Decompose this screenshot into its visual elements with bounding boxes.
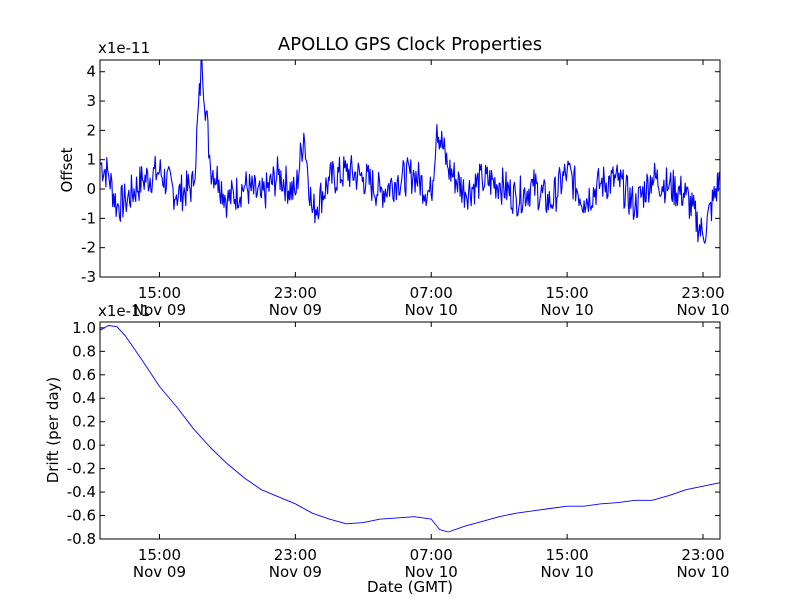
drift-y-axis-label: Drift (per day) <box>44 377 62 484</box>
drift-plot-frame <box>99 321 721 540</box>
drift-y-tick-label: -0.6 <box>67 507 96 525</box>
drift-y-tick-label: -0.8 <box>67 530 96 548</box>
drift-y-multiplier: x1e-11 <box>98 302 150 320</box>
drift-x-tick-time: 15:00 <box>546 546 589 564</box>
drift-x-tick-date: Nov 09 <box>133 563 186 581</box>
offset-y-axis-label: Offset <box>58 147 76 192</box>
offset-x-tick-time: 07:00 <box>410 284 453 302</box>
offset-y-tick-label: -1 <box>81 209 96 227</box>
offset-series <box>99 59 721 244</box>
drift-y-tick-label: -0.2 <box>67 460 96 478</box>
offset-y-tick-label: 3 <box>86 92 96 110</box>
drift-x-axis-label: Date (GMT) <box>367 578 453 596</box>
drift-y-tick-label: 0.2 <box>72 413 96 431</box>
offset-plot-frame <box>99 59 721 278</box>
drift-x-tick-date: Nov 10 <box>405 563 458 581</box>
drift-x-tick-date: Nov 09 <box>269 563 322 581</box>
drift-ticks: -0.8-0.6-0.4-0.20.00.20.40.60.81.015:00N… <box>67 319 730 581</box>
offset-x-tick-time: 15:00 <box>138 284 181 302</box>
offset-y-tick-label: 4 <box>86 63 96 81</box>
chart-title: APOLLO GPS Clock Properties <box>278 34 542 55</box>
offset-y-tick-label: 0 <box>86 180 96 198</box>
offset-x-tick-time: 23:00 <box>274 284 317 302</box>
offset-x-tick-date: Nov 09 <box>269 301 322 319</box>
offset-series-line <box>99 59 721 244</box>
offset-x-tick-date: Nov 10 <box>676 301 729 319</box>
offset-y-tick-label: 2 <box>86 121 96 139</box>
offset-x-tick-time: 15:00 <box>546 284 589 302</box>
offset-panel: APOLLO GPS Clock Properties x1e-11 Offse… <box>58 34 730 319</box>
drift-x-tick-date: Nov 10 <box>676 563 729 581</box>
drift-panel: x1e-11 Drift (per day) Date (GMT) -0.8 -0… <box>44 302 730 596</box>
drift-y-tick-label: 0.4 <box>72 389 96 407</box>
drift-x-tick-time: 23:00 <box>681 546 724 564</box>
drift-x-tick-time: 07:00 <box>410 546 453 564</box>
offset-y-tick-label: 1 <box>86 151 96 169</box>
offset-y-multiplier: x1e-11 <box>98 39 150 57</box>
offset-x-tick-date: Nov 09 <box>133 301 186 319</box>
drift-x-tick-time: 23:00 <box>274 546 317 564</box>
offset-y-tick-label: -2 <box>81 239 96 257</box>
drift-y-tick-label: 0.8 <box>72 342 96 360</box>
offset-y-tick-label: -3 <box>81 268 96 286</box>
drift-y-tick-label: -0.4 <box>67 483 96 501</box>
offset-x-tick-time: 23:00 <box>681 284 724 302</box>
offset-x-tick-date: Nov 10 <box>405 301 458 319</box>
drift-series-line <box>99 325 721 533</box>
drift-series <box>99 325 721 533</box>
drift-y-tick-label: 0.6 <box>72 366 96 384</box>
drift-x-tick-time: 15:00 <box>138 546 181 564</box>
drift-y-tick-label: 1.0 <box>72 319 96 337</box>
drift-y-tick-label: 0.0 <box>72 436 96 454</box>
offset-x-tick-date: Nov 10 <box>541 301 594 319</box>
drift-x-tick-date: Nov 10 <box>541 563 594 581</box>
